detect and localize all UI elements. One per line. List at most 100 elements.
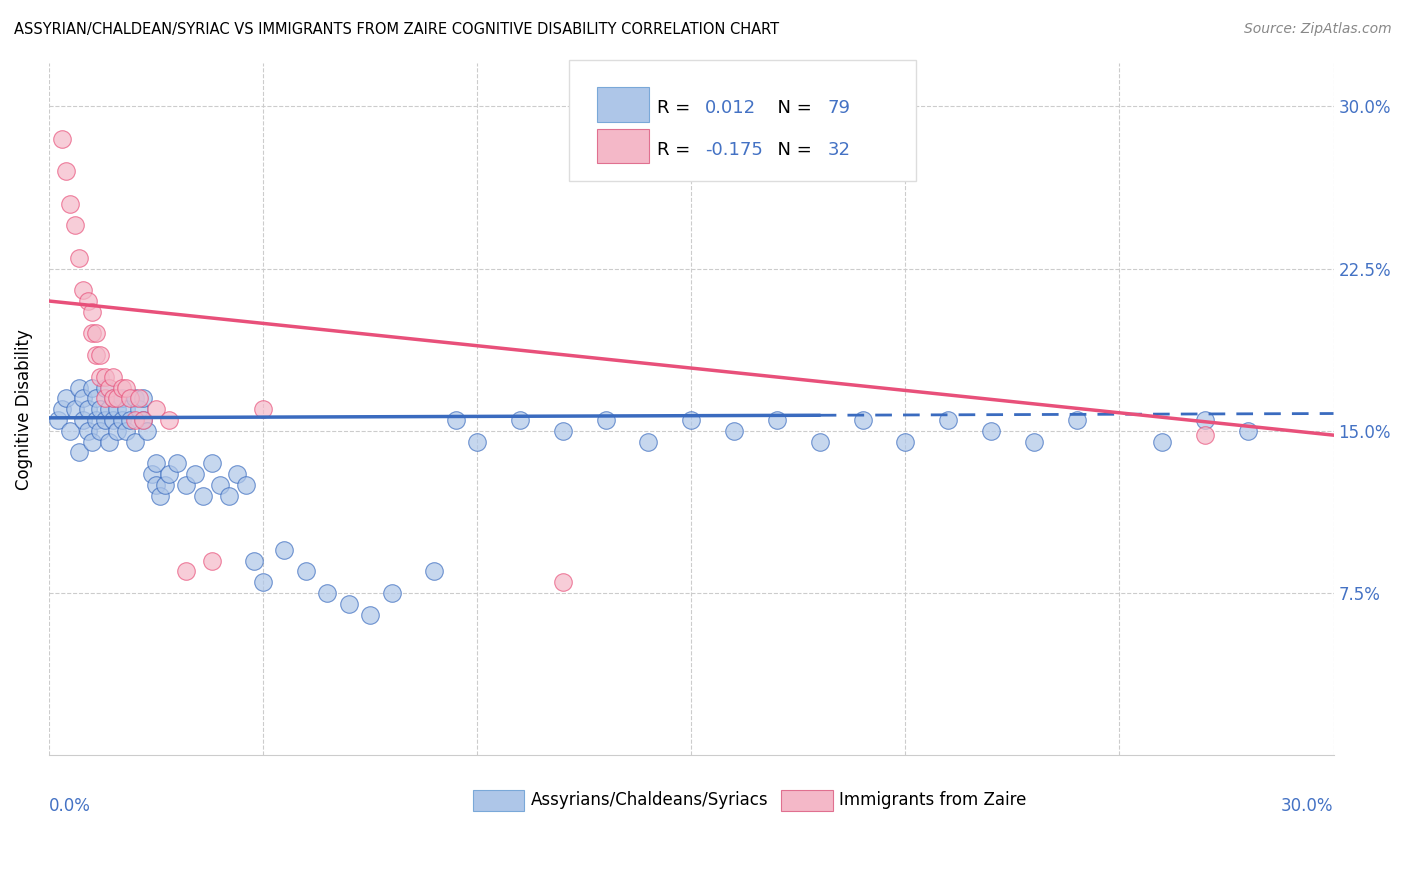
Point	[51, 402, 73, 417]
Point	[84, 326, 107, 341]
Point	[174, 478, 197, 492]
Point	[808, 434, 831, 449]
Y-axis label: Cognitive Disability: Cognitive Disability	[15, 329, 32, 490]
Point	[316, 586, 339, 600]
Point	[218, 489, 240, 503]
Point	[183, 467, 205, 481]
FancyBboxPatch shape	[569, 60, 917, 181]
Point	[252, 575, 274, 590]
Point	[359, 607, 381, 622]
Text: R =: R =	[657, 141, 696, 159]
Point	[226, 467, 249, 481]
Point	[115, 380, 138, 394]
Point	[93, 413, 115, 427]
Point	[980, 424, 1002, 438]
Point	[84, 413, 107, 427]
Point	[67, 380, 90, 394]
Point	[1237, 424, 1260, 438]
Point	[201, 554, 224, 568]
Point	[209, 478, 232, 492]
Point	[115, 424, 138, 438]
Text: Source: ZipAtlas.com: Source: ZipAtlas.com	[1244, 22, 1392, 37]
Point	[243, 554, 266, 568]
Point	[444, 413, 467, 427]
Text: 32: 32	[827, 141, 851, 159]
Point	[80, 326, 103, 341]
Point	[84, 348, 107, 362]
Point	[51, 132, 73, 146]
Point	[107, 424, 129, 438]
Point	[551, 575, 574, 590]
Point	[132, 413, 155, 427]
Point	[551, 424, 574, 438]
Point	[120, 413, 142, 427]
Point	[145, 456, 167, 470]
Text: ASSYRIAN/CHALDEAN/SYRIAC VS IMMIGRANTS FROM ZAIRE COGNITIVE DISABILITY CORRELATI: ASSYRIAN/CHALDEAN/SYRIAC VS IMMIGRANTS F…	[14, 22, 779, 37]
Point	[124, 413, 146, 427]
Point	[295, 565, 318, 579]
Point	[157, 467, 180, 481]
Point	[1066, 413, 1088, 427]
Point	[97, 380, 120, 394]
Point	[174, 565, 197, 579]
Point	[93, 380, 115, 394]
Point	[89, 348, 111, 362]
Point	[76, 293, 98, 308]
FancyBboxPatch shape	[598, 128, 648, 163]
Point	[67, 445, 90, 459]
Point	[55, 392, 77, 406]
Point	[111, 380, 134, 394]
Point	[72, 392, 94, 406]
Point	[149, 489, 172, 503]
Point	[128, 392, 150, 406]
Point	[111, 413, 134, 427]
Point	[153, 478, 176, 492]
Point	[128, 402, 150, 417]
Point	[936, 413, 959, 427]
Point	[252, 402, 274, 417]
Point	[80, 434, 103, 449]
Point	[89, 424, 111, 438]
Text: 0.012: 0.012	[706, 99, 756, 117]
Point	[89, 402, 111, 417]
Point	[124, 392, 146, 406]
Point	[201, 456, 224, 470]
Text: 0.0%: 0.0%	[49, 797, 91, 815]
Point	[97, 402, 120, 417]
Point	[145, 478, 167, 492]
Point	[894, 434, 917, 449]
Point	[723, 424, 745, 438]
Point	[103, 369, 125, 384]
Point	[380, 586, 402, 600]
Point	[465, 434, 488, 449]
Point	[55, 164, 77, 178]
Point	[1022, 434, 1045, 449]
Point	[766, 413, 789, 427]
Point	[80, 305, 103, 319]
Point	[111, 392, 134, 406]
Point	[637, 434, 659, 449]
Point	[141, 467, 163, 481]
Text: Assyrians/Chaldeans/Syriacs: Assyrians/Chaldeans/Syriacs	[530, 791, 768, 809]
Point	[1194, 428, 1216, 442]
Point	[103, 392, 125, 406]
Point	[97, 434, 120, 449]
Text: N =: N =	[766, 141, 817, 159]
Point	[681, 413, 703, 427]
Point	[93, 369, 115, 384]
Point	[1152, 434, 1174, 449]
Text: 79: 79	[827, 99, 851, 117]
Point	[93, 392, 115, 406]
Point	[191, 489, 214, 503]
Point	[115, 402, 138, 417]
Point	[423, 565, 446, 579]
Point	[63, 219, 86, 233]
Point	[1194, 413, 1216, 427]
Text: -0.175: -0.175	[706, 141, 763, 159]
Point	[103, 392, 125, 406]
Point	[120, 392, 142, 406]
Point	[136, 424, 159, 438]
Text: Immigrants from Zaire: Immigrants from Zaire	[839, 791, 1026, 809]
Point	[166, 456, 188, 470]
Point	[76, 424, 98, 438]
